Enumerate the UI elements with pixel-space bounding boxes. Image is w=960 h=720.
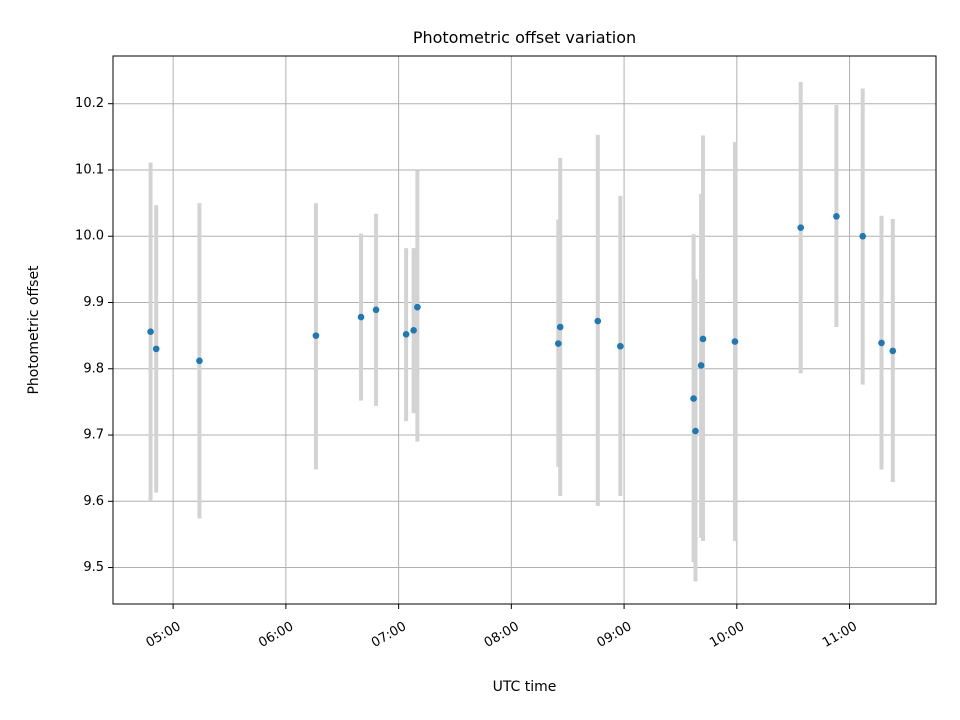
chart-title: Photometric offset variation [413,28,636,47]
data-point [372,306,380,314]
data-point [410,327,417,334]
y-axis-label: Photometric offset [26,265,42,395]
x-axis-label: UTC time [493,679,557,695]
data-point [690,395,697,402]
y-tick-label: 10.1 [75,162,104,177]
y-axis-ticks: 9.5 9.6 9.7 9.8 9.9 10.0 10.1 10.2 [75,96,113,575]
data-point [402,331,410,338]
y-tick-label: 9.7 [83,428,104,443]
y-tick-label: 9.6 [83,494,104,509]
data-point [357,313,365,321]
data-point [833,213,840,220]
data-point [859,232,867,240]
data-point [617,342,624,350]
data-point [152,345,160,353]
data-points [147,213,897,435]
data-point [697,362,705,369]
y-tick-label: 9.8 [83,361,104,376]
data-point [731,338,739,345]
data-point [692,427,699,435]
data-point [556,323,564,331]
data-point [878,339,885,347]
data-point [196,357,203,365]
y-tick-label: 9.9 [83,295,104,310]
data-point [312,332,320,339]
y-tick-label: 9.5 [83,560,104,575]
plot-frame [112,55,937,605]
data-point [797,224,805,231]
y-tick-label: 10.2 [75,96,104,111]
data-point [889,347,897,355]
data-point [594,317,602,325]
data-point [555,340,562,347]
data-point [699,335,707,343]
data-point [147,328,154,335]
data-point [414,303,421,311]
y-tick-label: 10.0 [75,229,104,244]
